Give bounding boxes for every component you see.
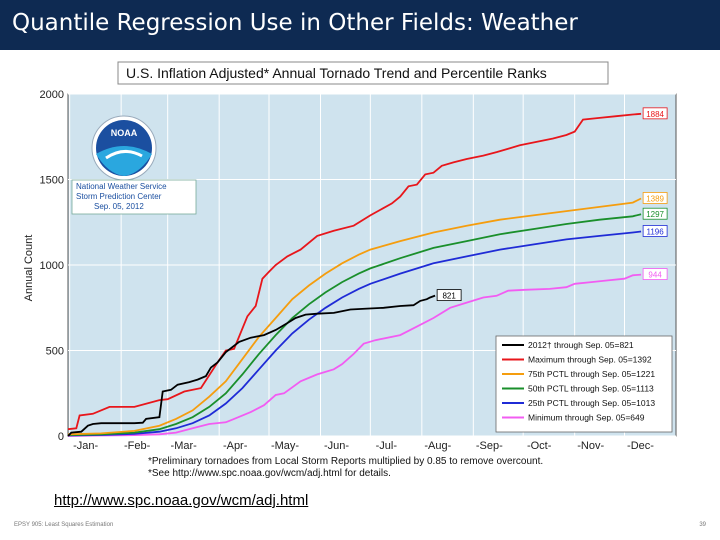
- x-tick-label: -Dec-: [627, 440, 654, 452]
- end-labels: 944 1196 1297 1389 1884 821: [436, 107, 668, 302]
- series-line-max: [67, 112, 642, 431]
- series-lines: [67, 112, 642, 437]
- y-axis-label: Annual Count: [23, 235, 35, 302]
- series-line-min: [67, 273, 642, 437]
- x-tick-label: -Nov-: [577, 440, 604, 452]
- legend: 2012† through Sep. 05=821 Maximum through…: [495, 335, 673, 433]
- end-label-max: 1884: [646, 110, 664, 119]
- nws-line2: Storm Prediction Center: [76, 192, 162, 201]
- series-line-p50: [67, 213, 642, 436]
- legend-label-min: Minimum through Sep. 05=649: [528, 413, 645, 423]
- series-line-p75: [67, 197, 642, 436]
- end-label-box-y2012: [436, 289, 462, 302]
- x-tick-label: -Apr-: [223, 440, 248, 452]
- x-tick-label: -Mar-: [171, 440, 198, 452]
- tornado-chart: U.S. Inflation Adjusted* Annual Tornado …: [14, 58, 684, 488]
- y-tick-label: 0: [58, 431, 64, 443]
- legend-box: [495, 335, 673, 433]
- footnote-2: *See http://www.spc.noaa.gov/wcm/adj.htm…: [148, 468, 391, 479]
- x-tick-label: -Sep-: [476, 440, 503, 452]
- x-tick-label: -Aug-: [424, 440, 451, 452]
- end-label-p50: 1297: [646, 210, 664, 219]
- chart-title-box: [117, 61, 609, 85]
- end-label-box-p75: [642, 192, 668, 204]
- end-label-box-max: [642, 107, 668, 120]
- end-label-p75: 1389: [646, 194, 664, 203]
- x-tick-label: -Oct-: [527, 440, 552, 452]
- slide-title: Quantile Regression Use in Other Fields:…: [12, 10, 578, 36]
- legend-label-p50: 50th PCTL through Sep. 05=1113: [528, 384, 654, 394]
- x-tick-label: -Jun-: [324, 440, 349, 452]
- chart-svg: U.S. Inflation Adjusted* Annual Tornado …: [23, 61, 677, 479]
- footnote-1: *Preliminary tornadoes from Local Storm …: [148, 456, 543, 467]
- y-tick-labels: 0 500 1000 1500 2000: [40, 89, 64, 443]
- end-label-min: 944: [648, 271, 662, 280]
- noaa-logo-bird: [105, 150, 143, 160]
- x-tick-label: -May-: [271, 440, 299, 452]
- legend-label-max: Maximum through Sep. 05=1392: [528, 355, 652, 365]
- legend-label-p75: 75th PCTL through Sep. 05=1221: [528, 369, 655, 379]
- footer-course: EPSY 905: Least Squares Estimation: [14, 522, 114, 528]
- legend-label-y2012: 2012† through Sep. 05=821: [528, 340, 634, 350]
- noaa-logo: NOAA: [91, 115, 157, 181]
- y-tick-label: 500: [46, 346, 64, 358]
- slide-header: Quantile Regression Use in Other Fields:…: [0, 0, 720, 50]
- noaa-logo-text: NOAA: [111, 128, 138, 138]
- nws-box: [71, 179, 197, 215]
- nws-line1: National Weather Service: [76, 182, 167, 191]
- end-label-p25: 1196: [647, 227, 665, 236]
- end-label-y2012: 821: [442, 292, 456, 301]
- end-label-box-p25: [642, 225, 668, 237]
- end-label-box-min: [642, 268, 668, 280]
- series-line-y2012: [67, 294, 436, 437]
- x-tick-label: -Jul-: [376, 440, 398, 452]
- x-tick-label: -Jan-: [73, 440, 98, 452]
- chart-title: U.S. Inflation Adjusted* Annual Tornado …: [126, 65, 547, 81]
- x-tick-labels: -Jan- -Feb- -Mar- -Apr- -May- -Jun- -Jul- -Aug-…: [73, 440, 654, 452]
- y-tick-label: 1000: [40, 260, 64, 272]
- x-tick-label: -Feb-: [124, 440, 151, 452]
- legend-label-p25: 25th PCTL through Sep. 05=1013: [528, 398, 655, 408]
- y-tick-label: 1500: [40, 175, 64, 187]
- source-link[interactable]: http://www.spc.noaa.gov/wcm/adj.html: [54, 492, 309, 509]
- end-label-box-p50: [642, 207, 668, 220]
- footer-page-number: 39: [699, 522, 706, 528]
- nws-line3: Sep. 05, 2012: [94, 202, 144, 211]
- y-tick-label: 2000: [40, 89, 64, 101]
